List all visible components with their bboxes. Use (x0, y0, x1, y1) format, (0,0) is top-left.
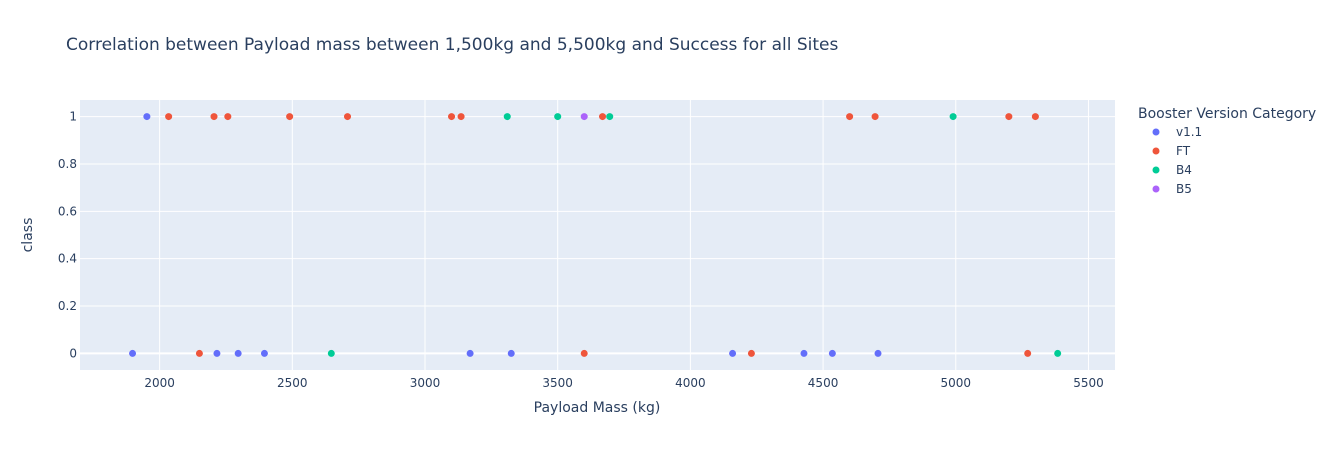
series-FT (165, 113, 1039, 357)
legend-label: B5 (1176, 182, 1192, 196)
data-point[interactable] (327, 349, 335, 357)
data-point[interactable] (828, 349, 836, 357)
data-point[interactable] (747, 349, 755, 357)
x-tick-label: 4000 (675, 376, 706, 390)
x-tick-label: 4500 (808, 376, 839, 390)
x-tick-labels: 2000 2500 3000 3500 4000 4500 5000 5500 (144, 376, 1103, 390)
data-point[interactable] (143, 113, 151, 121)
data-point[interactable] (213, 349, 221, 357)
data-point[interactable] (800, 349, 808, 357)
data-points (129, 113, 1062, 357)
data-point[interactable] (224, 113, 232, 121)
series-v1-1 (129, 113, 882, 357)
data-point[interactable] (344, 113, 352, 121)
data-point[interactable] (580, 113, 588, 121)
data-point[interactable] (210, 113, 218, 121)
plot-area (80, 100, 1115, 370)
data-point[interactable] (1005, 113, 1013, 121)
chart-title: Correlation between Payload mass between… (66, 35, 838, 55)
data-point[interactable] (457, 113, 465, 121)
data-point[interactable] (1054, 349, 1062, 357)
legend-label: FT (1176, 144, 1191, 158)
data-point[interactable] (1031, 113, 1039, 121)
x-axis-title: Payload Mass (kg) (534, 400, 661, 416)
data-point[interactable] (448, 113, 456, 121)
data-point[interactable] (466, 349, 474, 357)
data-point[interactable] (286, 113, 294, 121)
series-B5 (580, 113, 588, 121)
data-point[interactable] (871, 113, 879, 121)
y-tick-label: 0.6 (58, 204, 77, 218)
series-B4 (327, 113, 1062, 357)
data-point[interactable] (195, 349, 203, 357)
legend-label: v1.1 (1176, 125, 1202, 139)
data-point[interactable] (874, 349, 882, 357)
x-tick-label: 5000 (940, 376, 971, 390)
data-point[interactable] (503, 113, 511, 121)
data-point[interactable] (165, 113, 173, 121)
x-tick-label: 5500 (1073, 376, 1104, 390)
legend-item[interactable]: B4 (1152, 163, 1192, 177)
x-tick-label: 3000 (410, 376, 441, 390)
legend-title: Booster Version Category (1138, 106, 1316, 122)
data-point[interactable] (1024, 349, 1032, 357)
legend-item[interactable]: v1.1 (1152, 125, 1203, 139)
legend-marker (1152, 147, 1160, 155)
legend: Booster Version Category v1.1 FT B4 B5 (1138, 106, 1316, 196)
data-point[interactable] (846, 113, 854, 121)
x-tick-label: 2500 (277, 376, 308, 390)
legend-marker (1152, 166, 1160, 174)
y-axis-title: class (20, 218, 36, 253)
data-point[interactable] (599, 113, 607, 121)
legend-marker (1152, 128, 1160, 136)
data-point[interactable] (580, 349, 588, 357)
legend-label: B4 (1176, 163, 1192, 177)
data-point[interactable] (507, 349, 515, 357)
x-tick-label: 2000 (144, 376, 175, 390)
data-point[interactable] (606, 113, 614, 121)
y-tick-label: 0.4 (58, 252, 77, 266)
y-tick-labels: 0 0.2 0.4 0.6 0.8 1 (58, 110, 77, 361)
data-point[interactable] (234, 349, 242, 357)
data-point[interactable] (260, 349, 268, 357)
y-tick-label: 0 (69, 346, 77, 360)
grid-lines (80, 100, 1115, 370)
data-point[interactable] (949, 113, 957, 121)
x-tick-label: 3500 (542, 376, 573, 390)
legend-item[interactable]: FT (1152, 144, 1191, 158)
data-point[interactable] (554, 113, 562, 121)
legend-item[interactable]: B5 (1152, 182, 1192, 196)
data-point[interactable] (129, 349, 137, 357)
legend-items: v1.1 FT B4 B5 (1152, 125, 1203, 196)
y-tick-label: 0.2 (58, 299, 77, 313)
data-point[interactable] (729, 349, 737, 357)
y-tick-label: 0.8 (58, 157, 77, 171)
legend-marker (1152, 185, 1160, 193)
y-tick-label: 1 (69, 110, 77, 124)
